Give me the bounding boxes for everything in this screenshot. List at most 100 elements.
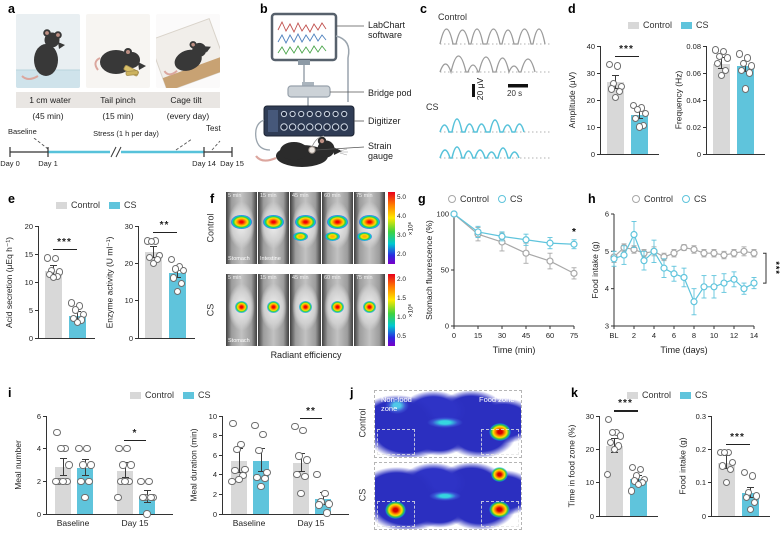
y-tick [708, 415, 711, 417]
y-tick [35, 281, 38, 283]
y-axis-label: Meal number [13, 440, 24, 490]
colorbar-tick-label: 0.5 [397, 333, 407, 340]
data-point [81, 493, 89, 502]
panel-letter-i: i [8, 386, 12, 400]
panel-h: h Control CS 3 4 5 6 BL 2 4 6 8 10 12 14 Time (days)… [588, 178, 780, 362]
y-tick-label: 0.06 [686, 68, 701, 78]
panel-g: g Control CS 0 50 100 0 15 30 45 60 75 Time (min)… [418, 178, 588, 362]
frame-time-label: 15 min [260, 275, 277, 281]
y-tick-label: 20 [586, 95, 595, 105]
error-cap [81, 459, 89, 461]
data-point [295, 452, 303, 460]
cs-swatch [183, 391, 195, 399]
plot-area [46, 416, 173, 518]
emg-trace [439, 55, 536, 75]
data-point [228, 477, 236, 486]
y-tick [135, 262, 138, 264]
significance-stars: *** [619, 43, 634, 55]
legend-g: Control CS [448, 194, 532, 204]
panel-letter-f: f [210, 192, 215, 206]
y-tick [135, 337, 138, 339]
error-cap [150, 256, 157, 258]
data-point [73, 319, 82, 327]
fluorescence-hotspot [327, 215, 348, 229]
svg-text:***: *** [771, 261, 780, 275]
y-tick-label: 40 [586, 41, 595, 51]
legend-control-label: Control [71, 200, 101, 210]
bar-control [607, 82, 624, 154]
y-tick-label: 8 [212, 431, 217, 441]
data-point [229, 420, 237, 428]
y-tick-label: 0.04 [686, 95, 701, 105]
colorbar-tick-label: 2.0 [397, 276, 407, 283]
data-point [746, 505, 755, 513]
panel-a: a [0, 0, 246, 178]
data-point [123, 444, 131, 453]
bar-control [45, 270, 62, 338]
svg-text:30: 30 [498, 331, 506, 340]
error-cap [150, 245, 157, 247]
timeline-day1: Day 1 [38, 159, 58, 168]
gastric-myoelectric-traces [439, 28, 552, 159]
data-point [235, 475, 243, 484]
data-point [143, 510, 151, 518]
data-point [740, 468, 749, 477]
data-point [718, 462, 727, 470]
y-tick [703, 99, 706, 101]
cs-occupancy-heatmap [374, 462, 522, 530]
plot-area [706, 46, 765, 155]
data-point [301, 472, 309, 481]
y-tick [35, 337, 38, 339]
data-point [613, 62, 622, 70]
panel-d: d Control CS Amplitude (μV) 0 10 20 30 40 *** … [564, 0, 780, 178]
cs-row-label: CS [205, 303, 216, 317]
y-tick-label: 6 [212, 450, 217, 460]
data-point [610, 445, 619, 453]
data-point [741, 85, 750, 93]
error-bar [300, 454, 302, 472]
x-group-label: Day 15 [121, 518, 149, 528]
control-occupancy-heatmap: Non-food zone Food zone [374, 390, 522, 458]
food-zone-hotspot [489, 423, 511, 441]
y-tick-label: 0.3 [695, 411, 706, 421]
data-point [743, 54, 752, 62]
non-food-zone-label: Non-food zone [381, 395, 412, 413]
data-point [291, 422, 299, 431]
data-point [711, 46, 720, 54]
control-swatch [628, 21, 639, 29]
error-cap [143, 501, 151, 503]
y-tick [35, 253, 38, 255]
y-tick [596, 415, 599, 417]
mouse-tail-pinch-icon [94, 48, 146, 77]
enzyme-activity-bar-chart: Enzyme activity (U ml⁻¹) 0 10 20 30 ** [100, 218, 200, 360]
control-marker [632, 195, 640, 203]
food-zone-upper-hotspot [491, 467, 508, 482]
data-point [719, 47, 728, 55]
panel-b: b [250, 0, 418, 178]
y-tick [219, 513, 222, 515]
data-point [323, 509, 331, 517]
panel-f: f Control CS Radiant efficiency 5 min Sto… [200, 178, 418, 362]
data-point [65, 461, 73, 469]
svg-text:4: 4 [605, 284, 609, 293]
data-point [173, 287, 182, 295]
timeline-day15: Day 15 [220, 159, 244, 168]
data-point [726, 465, 735, 473]
fluorescence-hotspot [363, 301, 376, 313]
timeline-axis [9, 138, 233, 158]
data-point [634, 480, 643, 488]
error-cap [59, 474, 67, 476]
amplitude-bar-chart: Amplitude (μV) 0 10 20 30 40 *** [566, 36, 670, 176]
data-point [177, 280, 186, 288]
panel-c: c Control CS 20 μV 20 s [418, 0, 564, 178]
significance-stars: ** [159, 219, 170, 231]
y-tick [703, 45, 706, 47]
non-food-corner-hotspot [385, 501, 406, 519]
data-point [735, 50, 744, 58]
error-cap [747, 486, 754, 488]
data-point [179, 267, 188, 275]
y-tick-label: 5 [28, 305, 33, 315]
heatmap-warm-spot [385, 397, 409, 414]
y-tick-label: 10 [124, 296, 133, 306]
frame-time-label: 45 min [292, 275, 309, 281]
